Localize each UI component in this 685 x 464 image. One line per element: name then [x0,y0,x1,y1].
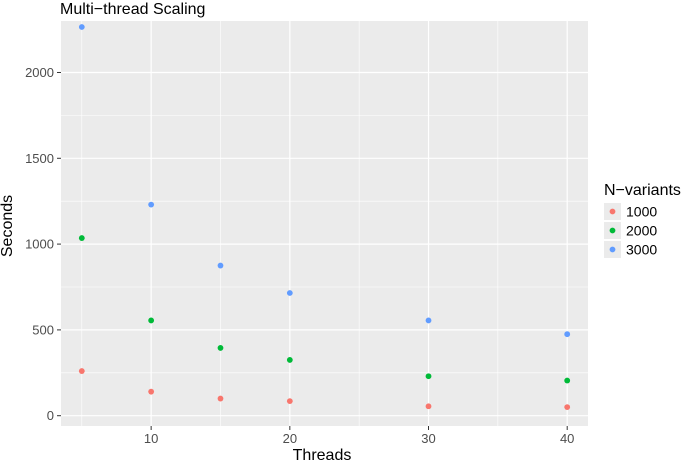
x-axis: 10 20 30 40 [144,426,574,446]
data-point-1000 [148,388,155,395]
data-point-3000 [564,331,571,338]
y-tick-label: 500 [32,322,54,337]
legend-marker-1000 [609,208,616,215]
legend: N−variants 1000 2000 3000 [604,182,681,258]
legend-label-1000: 1000 [626,204,657,220]
y-axis: 0 500 1000 1500 2000 [25,65,61,423]
data-point-1000 [217,395,224,402]
y-tick-label: 0 [47,408,54,423]
data-point-1000 [78,368,85,374]
data-point-1000 [564,404,571,411]
data-point-2000 [78,235,85,241]
x-tick-label: 10 [144,431,158,446]
chart-title: Multi−thread Scaling [60,1,205,18]
legend-label-2000: 2000 [626,223,657,239]
data-point-2000 [564,377,571,384]
plot-panel [61,21,588,426]
y-tick-label: 2000 [25,65,54,80]
x-axis-title: Threads [293,447,352,464]
data-point-3000 [286,290,293,296]
data-point-3000 [148,201,155,208]
data-point-3000 [78,24,85,30]
legend-marker-3000 [609,246,616,253]
data-point-1000 [286,398,293,405]
legend-title: N−variants [604,182,681,199]
y-tick-label: 1000 [25,237,54,252]
x-tick-label: 30 [421,431,435,446]
legend-label-3000: 3000 [626,242,657,258]
y-axis-title: Seconds [0,195,16,257]
data-points [78,24,571,411]
data-point-1000 [425,403,432,410]
data-point-2000 [217,345,224,351]
data-point-3000 [425,317,432,324]
data-point-3000 [217,262,224,269]
data-point-2000 [148,317,155,324]
data-point-2000 [286,357,293,363]
x-tick-label: 20 [283,431,297,446]
x-tick-label: 40 [560,431,574,446]
y-tick-label: 1500 [25,151,54,166]
legend-marker-2000 [609,227,616,234]
data-point-2000 [425,373,432,380]
minor-gridlines [61,21,588,426]
